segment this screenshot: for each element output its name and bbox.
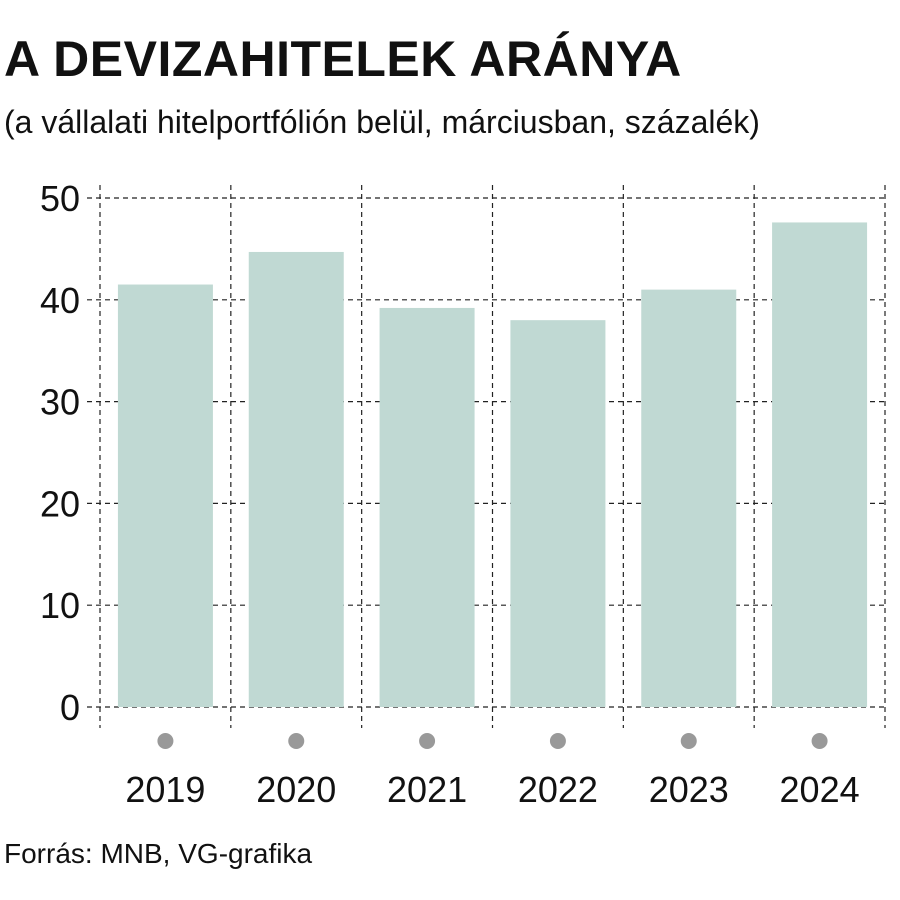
y-tick-label-50: 50	[40, 178, 80, 219]
marker-dot-2022	[549, 733, 566, 749]
marker-dot-2020	[288, 733, 305, 749]
x-tick-label-2023: 2023	[649, 769, 729, 810]
bar-2022	[510, 320, 606, 707]
marker-dot-2023	[680, 733, 697, 749]
x-tick-label-2021: 2021	[387, 769, 467, 810]
y-tick-label-0: 0	[60, 687, 80, 728]
bars	[117, 222, 868, 708]
x-tick-label-2024: 2024	[780, 769, 860, 810]
marker-dot-2021	[419, 733, 436, 749]
y-tick-label-20: 20	[40, 483, 80, 524]
source-note: Forrás: MNB, VG-grafika	[4, 838, 313, 869]
bar-2023	[641, 289, 737, 707]
chart-subtitle: (a vállalati hitelportfólión belül, márc…	[4, 104, 760, 140]
x-tick-label-2020: 2020	[256, 769, 336, 810]
chart-title: A DEVIZAHITELEK ARÁNYA	[4, 31, 682, 87]
y-tick-label-40: 40	[40, 280, 80, 321]
grid-lines	[87, 185, 886, 728]
y-tick-label-30: 30	[40, 382, 80, 423]
bar-2021	[379, 307, 475, 707]
bar-2020	[248, 251, 344, 708]
bar-2019	[117, 284, 213, 707]
x-axis-ticks: 2019 2020 2021 2022 2023 2024	[125, 733, 860, 810]
x-tick-label-2019: 2019	[125, 769, 205, 810]
bar-2024	[772, 222, 868, 707]
y-axis-ticks: 0 10 20 30 40 50	[40, 178, 80, 728]
marker-dot-2019	[157, 733, 174, 749]
marker-dot-2024	[811, 733, 828, 749]
y-tick-label-10: 10	[40, 585, 80, 626]
x-tick-label-2022: 2022	[518, 769, 598, 810]
